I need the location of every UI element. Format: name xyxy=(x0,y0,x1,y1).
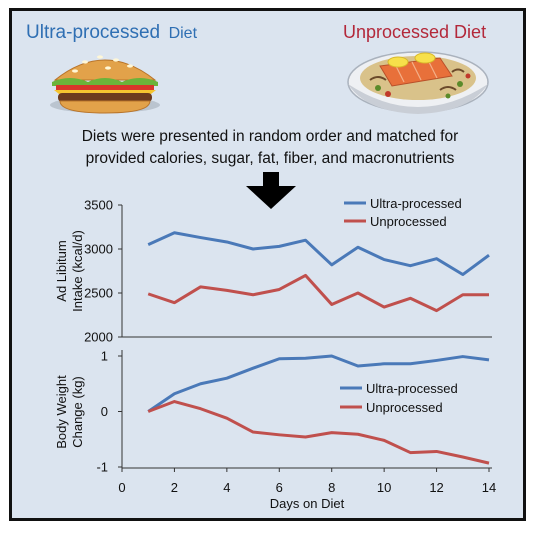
description-line-2: provided calories, sugar, fat, fiber, an… xyxy=(86,150,455,167)
weight-y-tick-label: 0 xyxy=(101,404,108,419)
legend-label-unprocessed: Unprocessed xyxy=(370,214,447,229)
weight-x-tick-label: 0 xyxy=(118,480,125,495)
weight-x-tick-label: 14 xyxy=(482,480,496,495)
intake-ylabel-line-1: Ad Libitum xyxy=(54,240,69,301)
weight-chart: Body Weight Change (kg) Days on Diet -1 0… xyxy=(54,349,496,512)
weight-x-tick-label: 6 xyxy=(276,480,283,495)
weight-x-tick-label: 2 xyxy=(171,480,178,495)
legend-label-ultra: Ultra-processed xyxy=(370,196,462,211)
weight-ylabel-line-1: Body Weight xyxy=(54,375,69,449)
weight-x-tick-label: 8 xyxy=(328,480,335,495)
intake-chart: Ad Libitum Intake (kcal/d) 2000 2500 3000 3… xyxy=(54,196,492,345)
weight-xlabel: Days on Diet xyxy=(270,496,345,511)
weight-series-unprocessed xyxy=(147,400,490,465)
salmon-plate-illustration xyxy=(347,51,489,114)
intake-y-tick-label: 2500 xyxy=(84,286,113,301)
weight-x-tick-label: 12 xyxy=(429,480,443,495)
burger-illustration xyxy=(50,55,160,114)
left-title: Ultra-processed Diet xyxy=(26,22,198,43)
weight-series-ultra xyxy=(147,354,490,413)
weight-y-tick-label: -1 xyxy=(96,460,108,475)
description-line-1: Diets were presented in random order and… xyxy=(82,128,459,145)
legend-label-ultra: Ultra-processed xyxy=(366,381,458,396)
weight-y-tick-label: 1 xyxy=(101,349,108,364)
intake-series-unprocessed xyxy=(147,273,489,313)
intake-y-tick-label: 3000 xyxy=(84,242,113,257)
right-title: Unprocessed Diet xyxy=(343,22,486,42)
weight-x-tick-label: 4 xyxy=(223,480,230,495)
intake-y-tick-label: 3500 xyxy=(84,198,113,213)
intake-series-ultra xyxy=(147,231,490,277)
legend-label-unprocessed: Unprocessed xyxy=(366,400,443,415)
weight-x-tick-label: 10 xyxy=(377,480,391,495)
intake-ylabel-line-2: Intake (kcal/d) xyxy=(70,230,85,312)
down-arrow-icon xyxy=(246,172,296,209)
weight-ylabel-line-2: Change (kg) xyxy=(70,376,85,448)
intake-y-tick-label: 2000 xyxy=(84,330,113,345)
